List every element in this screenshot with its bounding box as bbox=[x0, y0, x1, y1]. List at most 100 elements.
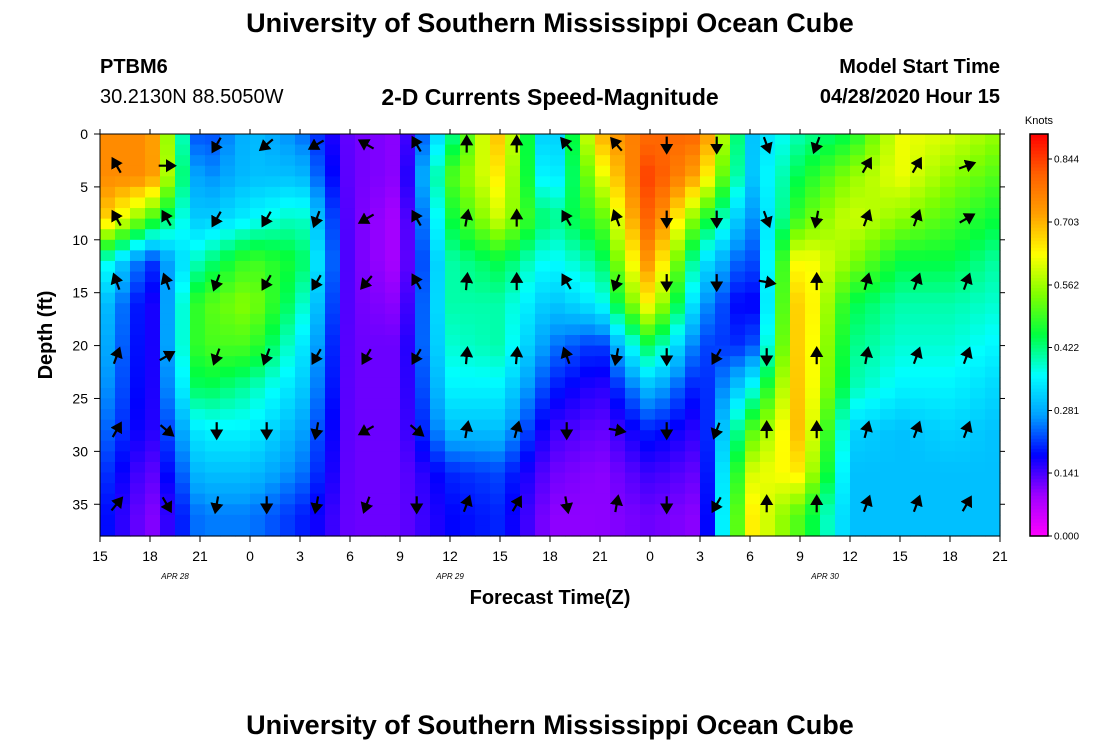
heat-cell bbox=[790, 260, 806, 273]
heat-cell bbox=[700, 176, 716, 188]
heat-cell bbox=[340, 229, 356, 241]
heat-cell bbox=[970, 324, 986, 336]
heat-cell bbox=[385, 461, 401, 474]
heat-cell bbox=[385, 472, 401, 484]
heat-cell bbox=[475, 208, 491, 220]
heat-cell bbox=[460, 165, 476, 177]
heat-cell bbox=[895, 303, 911, 315]
heat-cell bbox=[805, 525, 821, 537]
current-arrow bbox=[960, 420, 973, 439]
heat-cell bbox=[565, 472, 581, 484]
heat-cell bbox=[175, 451, 191, 463]
heat-cell bbox=[190, 356, 206, 368]
heat-cell bbox=[220, 271, 236, 283]
heat-cell bbox=[205, 260, 221, 273]
heat-cell bbox=[865, 313, 881, 326]
heat-cell bbox=[100, 525, 116, 537]
heat-cell bbox=[190, 197, 206, 209]
heat-cell bbox=[520, 419, 536, 431]
heat-cell bbox=[760, 165, 776, 177]
heat-cell bbox=[595, 514, 611, 527]
heat-cell bbox=[160, 292, 176, 304]
heat-cell bbox=[235, 176, 251, 188]
heat-cell bbox=[460, 366, 476, 378]
heat-cell bbox=[850, 504, 866, 516]
heat-cell bbox=[955, 366, 971, 378]
heat-cell bbox=[145, 197, 161, 209]
heat-cell bbox=[790, 366, 806, 378]
heat-cell bbox=[835, 504, 851, 516]
heat-cell bbox=[595, 144, 611, 156]
heat-cell bbox=[820, 303, 836, 315]
heat-cell bbox=[715, 229, 731, 241]
heat-cell bbox=[370, 377, 386, 389]
x-tick-label: 0 bbox=[246, 548, 254, 564]
heat-cell bbox=[265, 335, 281, 347]
heat-cell bbox=[145, 292, 161, 304]
current-arrow bbox=[460, 346, 474, 365]
heat-cell bbox=[685, 324, 701, 336]
heat-cell bbox=[265, 387, 281, 400]
heat-cell bbox=[325, 409, 341, 421]
heat-cell bbox=[145, 208, 161, 220]
heat-cell bbox=[760, 239, 776, 251]
heat-cell bbox=[490, 313, 506, 326]
heat-cell bbox=[115, 440, 131, 452]
heat-cell bbox=[400, 324, 416, 336]
heat-cell bbox=[685, 303, 701, 315]
current-arrow bbox=[460, 208, 474, 227]
heat-cell bbox=[175, 525, 191, 537]
heat-cell bbox=[820, 356, 836, 368]
heat-cell bbox=[265, 525, 281, 537]
heat-cell bbox=[895, 208, 911, 220]
heat-cell bbox=[550, 387, 566, 400]
heat-cell bbox=[190, 260, 206, 273]
heat-cell bbox=[430, 451, 446, 463]
heat-cell bbox=[340, 430, 356, 442]
heat-cell bbox=[175, 165, 191, 177]
heat-cell bbox=[760, 451, 776, 463]
heat-cell bbox=[790, 377, 806, 389]
heat-cell bbox=[550, 461, 566, 474]
heat-cell bbox=[145, 282, 161, 294]
heat-cell bbox=[865, 229, 881, 241]
heat-cell bbox=[520, 134, 536, 146]
heat-cell bbox=[820, 398, 836, 410]
heat-cell bbox=[550, 250, 566, 262]
heat-cell bbox=[460, 218, 476, 230]
heat-cell bbox=[160, 197, 176, 209]
heat-cell bbox=[565, 144, 581, 156]
heat-cell bbox=[925, 282, 941, 294]
heat-cell bbox=[130, 335, 146, 347]
heat-cell bbox=[130, 387, 146, 400]
heat-cell bbox=[595, 430, 611, 442]
heat-cell bbox=[955, 239, 971, 251]
heat-cell bbox=[205, 176, 221, 188]
heat-cell bbox=[790, 271, 806, 283]
heat-cell bbox=[340, 186, 356, 199]
heat-cell bbox=[595, 176, 611, 188]
heat-cell bbox=[865, 176, 881, 188]
heat-cell bbox=[370, 483, 386, 495]
heat-cell bbox=[955, 525, 971, 537]
colorbar-cell bbox=[1030, 509, 1048, 514]
heat-cell bbox=[655, 260, 671, 273]
heat-cell bbox=[295, 461, 311, 474]
heat-cell bbox=[520, 461, 536, 474]
heat-cell bbox=[355, 430, 371, 442]
heat-cell bbox=[415, 493, 431, 505]
heat-cell bbox=[265, 472, 281, 484]
heat-cell bbox=[670, 165, 686, 177]
heat-cell bbox=[820, 377, 836, 389]
heat-cell bbox=[670, 451, 686, 463]
heat-cell bbox=[715, 430, 731, 442]
heat-cell bbox=[925, 165, 941, 177]
heat-cell bbox=[400, 155, 416, 167]
current-arrow bbox=[161, 209, 173, 227]
heat-cell bbox=[130, 398, 146, 410]
heat-cell bbox=[175, 398, 191, 410]
colorbar-cell bbox=[1030, 345, 1048, 349]
heat-cell bbox=[250, 504, 266, 516]
heat-cell bbox=[505, 366, 521, 378]
